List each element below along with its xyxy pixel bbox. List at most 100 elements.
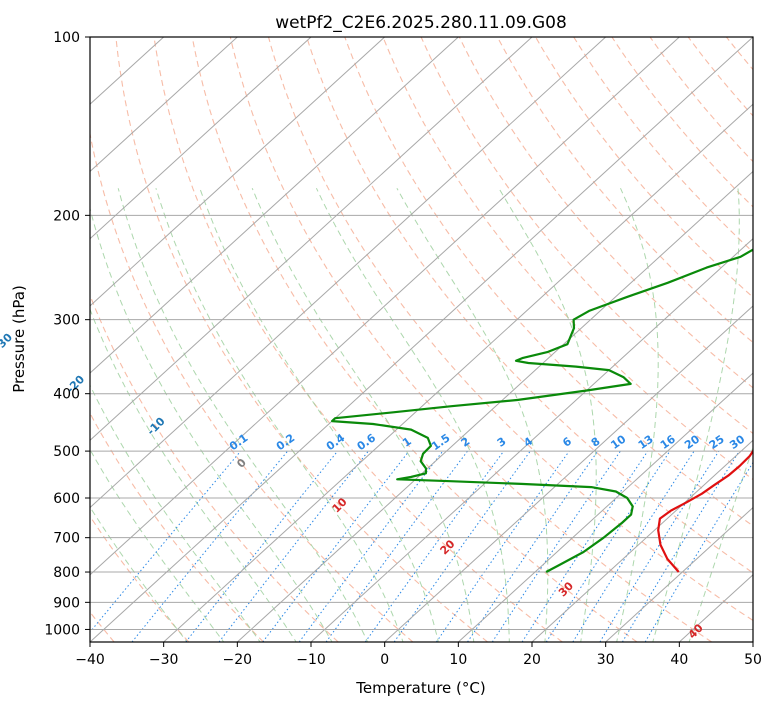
mixing-ratio-label: 6 [560, 435, 574, 450]
moist-adiabat [155, 188, 404, 642]
dry-adiabat [90, 515, 190, 642]
moist-adiabat [616, 187, 659, 642]
dry-adiabat [687, 37, 753, 117]
mixing-ratio-line [599, 450, 720, 642]
moist-adiabat [396, 187, 549, 642]
y-tick-label: 600 [53, 491, 80, 507]
y-tick-label: 300 [53, 313, 80, 329]
dry-adiabat [765, 37, 775, 642]
dry-adiabat [191, 37, 638, 642]
dry-adiabat-label: -10 [144, 414, 167, 437]
y-tick-label: 800 [53, 565, 80, 581]
dry-adiabat [382, 37, 753, 481]
isotherm [384, 305, 753, 642]
dry-adiabat [420, 37, 753, 435]
moist-adiabat [315, 187, 510, 642]
y-tick-label: 400 [53, 387, 80, 403]
mixing-ratio-line [572, 450, 695, 642]
dry-adiabat [267, 37, 753, 622]
mixing-ratio-line [491, 450, 621, 642]
moist-adiabat [90, 206, 333, 642]
mixing-ratio-label: 1.5 [429, 431, 452, 453]
x-tick-label: −10 [296, 652, 326, 668]
mixing-ratio-label: 0.2 [274, 431, 297, 453]
isotherm [90, 37, 386, 307]
y-tick-label: 200 [53, 208, 80, 224]
isotherm [531, 439, 753, 642]
dry-adiabat [306, 37, 753, 574]
moist-adiabat [117, 188, 369, 642]
mixing-ratio-line [467, 450, 599, 642]
moist-adiabat [652, 188, 740, 642]
dry-adiabat [229, 37, 713, 642]
sounding-lines [331, 248, 753, 573]
y-tick-label: 700 [53, 531, 80, 547]
moist-adiabat [688, 445, 753, 642]
mixing-ratio-line [521, 450, 649, 642]
isotherm [752, 641, 753, 642]
y-tick-label: 100 [53, 30, 80, 46]
plot-frame [89, 36, 754, 643]
moist-adiabat [251, 188, 475, 642]
mixing-ratio-label: 0.1 [227, 431, 250, 453]
isotherm [310, 237, 753, 642]
isotherm [90, 37, 238, 173]
mixing-ratio-label: 3 [495, 435, 509, 450]
dry-adiabat [90, 293, 339, 642]
dry-adiabat [115, 37, 488, 642]
x-tick-label: −20 [223, 652, 253, 668]
mixing-ratio-label: 1 [400, 435, 414, 450]
dewpoint-line [331, 248, 753, 573]
dry-adiabat [90, 131, 414, 642]
moist-adiabat [90, 307, 297, 642]
isotherm [90, 37, 533, 442]
x-tick-label: 10 [449, 652, 467, 668]
mixing-ratio-line [262, 450, 410, 642]
mixing-ratio-line [545, 450, 671, 642]
isotherm [90, 37, 607, 509]
mixing-ratio-label: 16 [658, 432, 678, 452]
x-tick-label: −30 [149, 652, 179, 668]
dry-adiabat [496, 37, 753, 344]
moist-adiabat [90, 506, 188, 642]
isotherm [457, 372, 753, 642]
x-tick-label: 20 [523, 652, 541, 668]
isotherm [163, 103, 753, 642]
chart-title: wetPf2_C2E6.2025.280.11.09.G08 [275, 13, 567, 33]
dry-adiabat [153, 37, 563, 642]
moist-adiabat [90, 448, 225, 642]
dry-adiabat [573, 37, 753, 253]
background-lines [90, 37, 775, 642]
axes: −40 −30 −20 −10 0 10 20 30 40 5010020030040050060… [44, 30, 762, 668]
mixing-ratio-label: 25 [707, 433, 727, 452]
mixing-ratio-line [185, 450, 338, 642]
dry-adiabat [90, 412, 264, 642]
mixing-ratio-line [218, 450, 369, 642]
y-tick-label: 900 [53, 595, 80, 611]
isotherm [90, 37, 459, 374]
mixing-ratio-line [298, 450, 444, 642]
moist-adiabat [498, 187, 597, 642]
dry-adiabat-label: 30 [556, 579, 576, 599]
y-tick-label: 1000 [44, 622, 80, 638]
mixing-ratio-line [325, 450, 468, 642]
x-tick-label: 50 [744, 652, 762, 668]
x-tick-label: 0 [380, 652, 389, 668]
isotherm [90, 37, 312, 240]
dry-adiabat [649, 37, 753, 163]
isotherm [90, 37, 753, 642]
x-tick-label: 30 [597, 652, 615, 668]
mixing-ratio-label: 0.4 [324, 431, 348, 453]
dry-adiabat [535, 37, 753, 298]
mixing-ratio-line [90, 450, 242, 633]
dry-adiabat [458, 37, 753, 389]
x-tick-label: −40 [75, 652, 105, 668]
mixing-ratio-line [131, 450, 288, 642]
isotherm [605, 506, 753, 642]
x-axis-label: Temperature (°C) [355, 679, 485, 697]
mixing-ratio-line [364, 450, 505, 642]
dry-adiabat [725, 37, 753, 71]
dry-adiabat-label: 40 [686, 621, 706, 641]
moist-adiabat [90, 384, 261, 642]
